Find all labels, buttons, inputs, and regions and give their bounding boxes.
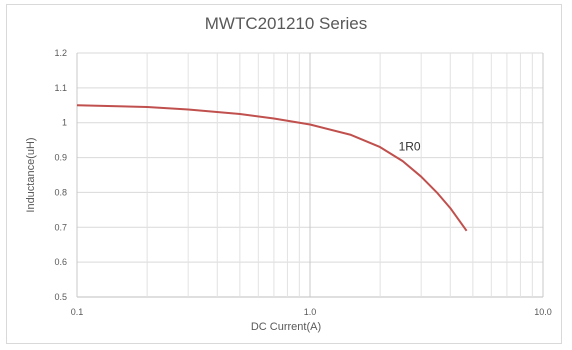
- series-line: [76, 104, 468, 232]
- y-axis-label: Inductance(uH): [25, 137, 37, 213]
- y-tick-label: 0.7: [54, 222, 67, 232]
- chart-title: MWTC201210 Series: [204, 14, 368, 33]
- chart-frame: [6, 4, 562, 344]
- tick-labels: 0.5 0.6 0.7 0.8 0.9 1 1.1 1.2 0.1 1.0 10.0: [54, 48, 551, 317]
- x-tick-label: 1.0: [304, 307, 317, 317]
- grid-lines: [76, 52, 544, 298]
- x-axis-label: DC Current(A): [250, 321, 322, 333]
- x-tick-label: 10.0: [534, 307, 552, 317]
- series-lines: [76, 104, 468, 232]
- y-tick-label: 1.1: [54, 83, 67, 93]
- y-tick-label: 1: [62, 118, 67, 128]
- y-tick-label: 0.9: [54, 153, 67, 163]
- y-tick-label: 0.8: [54, 187, 67, 197]
- y-tick-label: 0.5: [54, 292, 67, 302]
- x-tick-label: 0.1: [71, 307, 84, 317]
- series-label: 1R0: [399, 140, 421, 154]
- y-tick-label: 0.6: [54, 257, 67, 267]
- y-tick-label: 1.2: [54, 48, 67, 58]
- series-labels: 1R0: [399, 140, 421, 154]
